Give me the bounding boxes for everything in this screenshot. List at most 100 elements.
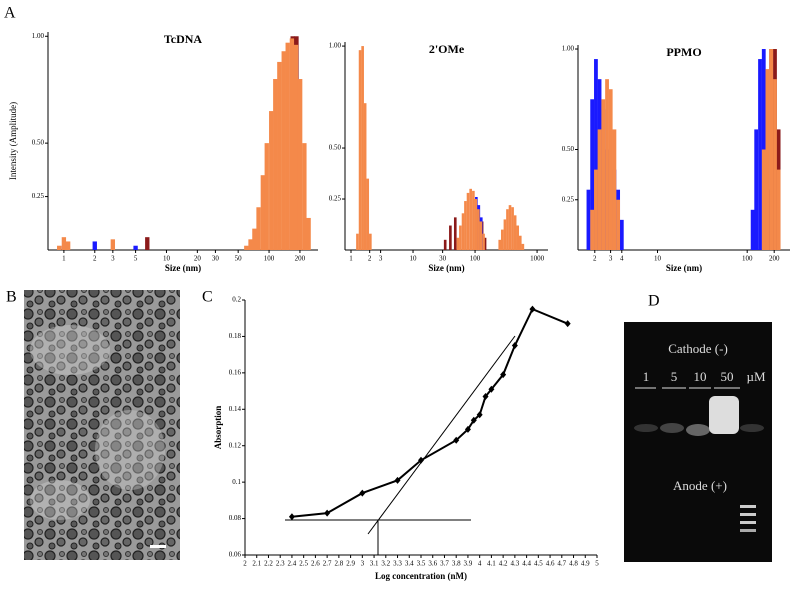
marker — [500, 371, 507, 379]
bar — [503, 219, 507, 250]
bar — [369, 233, 372, 250]
x-tick-label: 10 — [654, 255, 662, 263]
x-tick-label: 3.5 — [417, 560, 426, 568]
x-tick-label: 200 — [295, 255, 306, 263]
micrograph — [24, 290, 180, 560]
marker — [470, 416, 477, 424]
x-tick-label: 2 — [368, 255, 372, 263]
bar — [61, 237, 67, 250]
x-tick-label: 3.8 — [452, 560, 461, 568]
bar — [754, 129, 759, 250]
x-tick-label: 2.1 — [252, 560, 261, 568]
x-tick-label: 30 — [439, 255, 447, 263]
bar — [145, 237, 150, 250]
x-tick-label: 100 — [742, 255, 753, 263]
bar — [498, 239, 502, 250]
marker — [511, 342, 518, 350]
x-tick-label: 3.7 — [440, 560, 449, 568]
marker — [564, 320, 571, 328]
bar — [511, 207, 514, 250]
marker — [476, 411, 483, 419]
x-tick-label: 100 — [264, 255, 275, 263]
unit-label: µM — [746, 369, 765, 384]
bar — [477, 209, 480, 250]
bar — [461, 213, 465, 250]
bar — [619, 219, 624, 250]
x-tick-label: 3 — [361, 560, 365, 568]
bar — [773, 79, 777, 251]
bar — [765, 69, 770, 250]
bar — [456, 237, 460, 250]
bar — [256, 207, 261, 250]
x-tick-label: 4.2 — [499, 560, 508, 568]
x-tick-label: 1 — [349, 255, 353, 263]
x-tick-label: 10 — [410, 255, 418, 263]
bar — [466, 192, 470, 250]
bar — [57, 245, 62, 250]
y-tick-label: 0.25 — [329, 195, 342, 203]
bar — [244, 245, 249, 250]
bar — [443, 239, 447, 250]
lane-label: 1 — [643, 369, 650, 384]
chart-title: TcDNA — [164, 32, 203, 46]
x-tick-label: 3.2 — [381, 560, 390, 568]
x-tick-label: 2.8 — [334, 560, 343, 568]
y-tick-label: 0.14 — [229, 405, 242, 413]
bar — [594, 169, 598, 250]
bar — [269, 111, 274, 250]
marker — [529, 305, 536, 313]
panel-label: B — [6, 289, 17, 306]
y-tick-label: 0.50 — [562, 145, 575, 153]
x-tick-label: 1 — [62, 255, 66, 263]
x-tick-label: 5 — [595, 560, 599, 568]
x-tick-label: 30 — [212, 255, 220, 263]
x-tick-label: 2.7 — [323, 560, 332, 568]
bar — [521, 243, 525, 250]
x-axis-label: Size (nm) — [165, 263, 201, 273]
bar — [594, 59, 598, 250]
bar — [479, 221, 483, 250]
bar — [586, 189, 591, 250]
y-tick-label: 0.50 — [32, 139, 45, 147]
marker — [482, 393, 489, 401]
bar — [750, 209, 755, 250]
bar — [289, 38, 295, 250]
panel-label: C — [202, 289, 213, 306]
y-axis-label: Absorption — [213, 406, 223, 450]
x-tick-label: 3 — [379, 255, 383, 263]
gel-label: Anode (+) — [673, 478, 727, 493]
x-tick-label: 4.7 — [557, 560, 566, 568]
y-tick-label: 0.1 — [232, 478, 241, 486]
line — [291, 307, 569, 518]
y-axis-label: Intensity (Amplitude) — [8, 102, 18, 180]
y-tick-label: 0.2 — [232, 296, 241, 304]
gel: Cathode (-) 1 5 10 50 µM Anode (+) — [624, 322, 772, 562]
x-tick-label: 4.5 — [534, 560, 543, 568]
bar — [605, 79, 609, 251]
chart-title: 2'OMe — [429, 42, 465, 56]
bar — [616, 199, 621, 250]
y-tick-label: 0.50 — [329, 144, 342, 152]
x-tick-label: 2 — [593, 255, 597, 263]
bar — [293, 44, 299, 250]
lane-label: 50 — [721, 369, 734, 384]
y-tick-label: 1.00 — [32, 32, 45, 40]
bar — [366, 178, 370, 250]
y-tick-label: 0.12 — [229, 441, 242, 449]
bar — [356, 233, 359, 250]
y-tick-label: 0.08 — [229, 514, 242, 522]
x-axis-label: Log concentration (nM) — [375, 571, 467, 581]
marker — [418, 456, 424, 464]
bar — [472, 190, 475, 250]
x-tick-label: 4 — [620, 255, 624, 263]
bar — [453, 217, 457, 250]
x-tick-label: 2.5 — [299, 560, 308, 568]
y-tick-label: 0.18 — [229, 332, 242, 340]
y-tick-label: 1.00 — [562, 45, 575, 53]
bar — [306, 217, 311, 250]
bar — [264, 143, 269, 250]
x-tick-label: 3.1 — [370, 560, 379, 568]
x-tick-label: 4.1 — [487, 560, 496, 568]
y-tick-label: 0.25 — [32, 192, 45, 200]
bar — [252, 228, 257, 250]
